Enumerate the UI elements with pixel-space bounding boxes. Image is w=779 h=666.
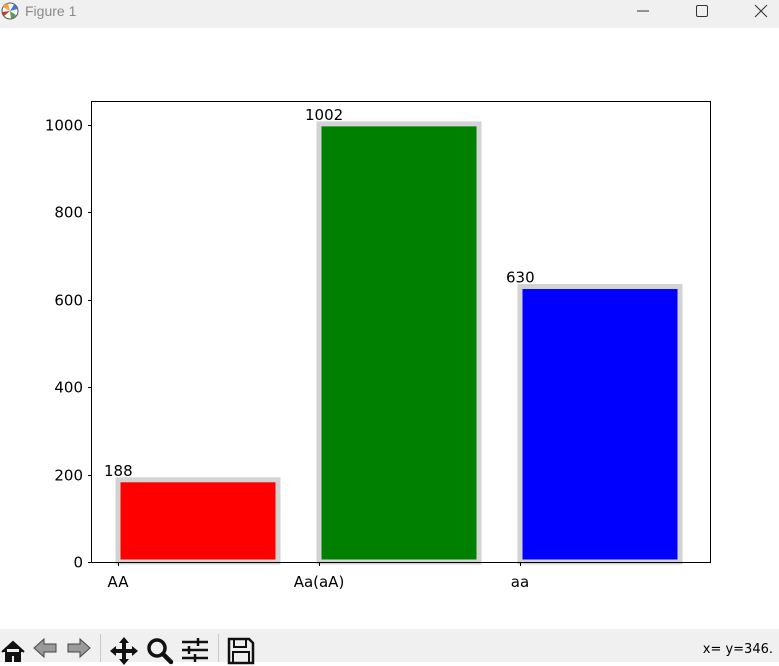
window-title: Figure 1 [25,3,77,19]
minimize-icon [637,10,649,12]
forward-button[interactable] [64,636,94,666]
toolbar-separator [100,634,101,662]
pan-icon [110,637,138,665]
bar-aa [517,284,683,565]
data-label: 1002 [305,106,343,124]
y-tick-label: 200 [54,467,83,485]
configure-subplots-button[interactable] [180,636,210,666]
bar-chart: 0 200 400 600 800 1000 AA Aa(aA) aa 188 1002 630 [45,101,711,591]
zoom-button[interactable] [145,636,175,666]
zoom-icon [147,638,174,665]
maximize-button[interactable] [679,0,725,24]
y-tick-label: 400 [54,379,83,397]
cursor-coordinates: x= y=346. [702,642,773,657]
x-tick-label: aa [511,573,529,591]
navigation-toolbar: x= y=346. [0,629,779,665]
home-icon [1,640,25,662]
back-icon [33,637,57,659]
home-button[interactable] [0,636,30,666]
bar-AA [115,477,281,565]
y-tick-label: 600 [54,292,83,310]
maximize-icon [696,5,708,17]
toolbar-separator [218,634,219,662]
close-button[interactable] [738,0,779,24]
back-button[interactable] [32,636,62,666]
bar-Aa(aA) [316,121,482,565]
matplotlib-logo-icon [1,2,19,20]
forward-icon [67,637,91,659]
minimize-button[interactable] [620,0,666,24]
save-icon [227,637,255,665]
pan-button[interactable] [109,636,139,666]
y-tick-label: 800 [54,204,83,222]
close-icon [754,4,768,18]
y-tick-label: 0 [73,554,83,572]
x-tick-label: Aa(aA) [294,573,345,591]
plot-frame [91,101,711,563]
data-label: 630 [506,269,535,287]
data-label: 188 [104,462,133,480]
y-tick-label: 1000 [45,117,83,135]
title-bar: Figure 1 [0,0,779,28]
x-tick-label: AA [108,573,130,591]
configure-subplots-icon [182,638,208,662]
